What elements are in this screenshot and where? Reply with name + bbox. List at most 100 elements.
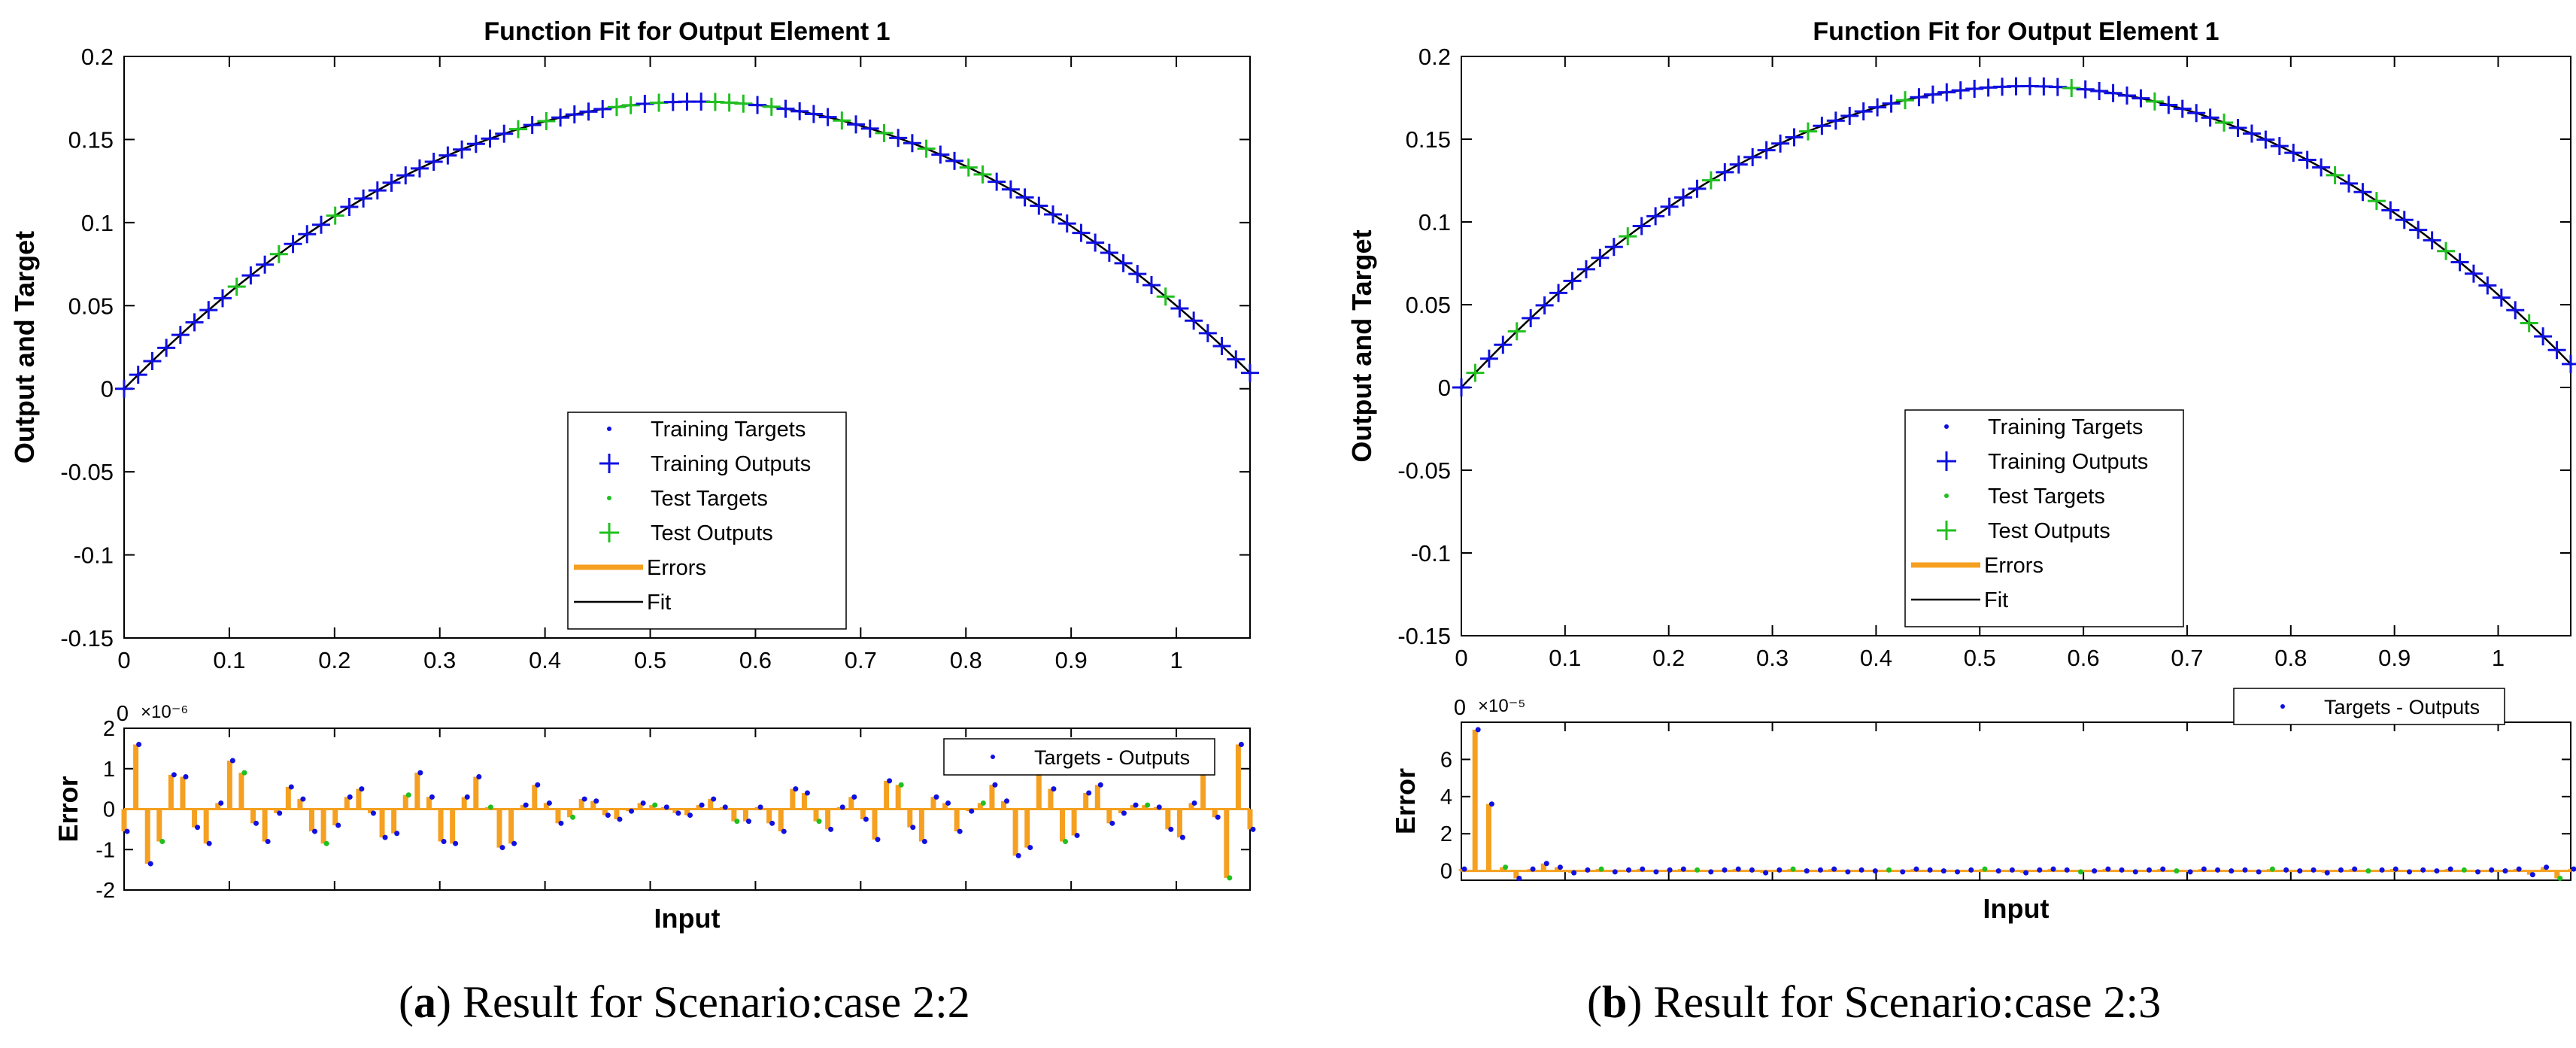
training-target-point	[2416, 228, 2420, 232]
training-target-point	[122, 387, 126, 391]
error-point	[2119, 867, 2125, 873]
error-legend-label: Targets - Outputs	[1034, 746, 1190, 769]
y-tick-label: 0.05	[68, 293, 114, 319]
y-tick-label: 0.2	[1418, 44, 1451, 70]
y-tick-label: 0.2	[81, 44, 114, 70]
legend-box	[1904, 409, 2184, 627]
error-point	[1913, 866, 1919, 872]
training-target-point	[1847, 114, 1852, 118]
x-tick-label: 0.9	[1055, 647, 1088, 673]
training-target-point	[1764, 148, 1769, 153]
error-point	[1475, 727, 1481, 733]
error-point	[581, 796, 587, 802]
error-point	[875, 837, 881, 843]
training-target-point	[1792, 135, 1796, 139]
error-point	[1790, 866, 1796, 872]
training-target-point	[868, 126, 872, 131]
training-target-point	[1875, 105, 1880, 110]
error-point	[370, 810, 376, 816]
test-target-point	[1515, 329, 1519, 333]
error-point	[1238, 742, 1244, 747]
error-point	[887, 778, 893, 784]
training-target-point	[1248, 371, 1252, 375]
caption-text: ) Result for Scenario:case 2:3	[1627, 977, 2161, 1027]
error-point	[1004, 798, 1010, 804]
error-point	[1982, 866, 1988, 872]
error-point	[1995, 868, 2001, 874]
error-point	[1872, 868, 1878, 874]
error-point	[898, 782, 904, 788]
test-target-point	[614, 105, 619, 109]
error-point	[945, 800, 951, 806]
training-target-point	[262, 263, 267, 267]
training-target-point	[206, 308, 211, 312]
error-point	[1804, 868, 1810, 874]
y-tick-label: -0.15	[60, 625, 114, 652]
error-point	[2146, 867, 2152, 873]
error-point	[2475, 869, 2481, 875]
legend-label: Test Outputs	[1988, 519, 2110, 543]
training-target-point	[671, 100, 675, 105]
test-target-point	[966, 166, 971, 170]
error-legend: Targets - Outputs	[2233, 688, 2505, 725]
training-target-point	[2111, 91, 2116, 96]
training-target-point	[2250, 132, 2254, 136]
training-target-point	[2499, 296, 2504, 300]
error-plot: 0 ×10⁻⁶ Error Input 2 1 0 -1 -2 Targets - Outputs	[53, 702, 1256, 934]
training-target-point	[2014, 84, 2018, 89]
legend-label: Training Outputs	[651, 452, 811, 476]
training-target-point	[587, 109, 591, 114]
test-target-point	[2527, 320, 2532, 325]
x-tick-label: 0.1	[1549, 645, 1581, 671]
error-point	[687, 813, 693, 819]
x-tick-label: 0.8	[2274, 645, 2307, 671]
y-axis-label: Output and Target	[1346, 229, 1377, 462]
error-point	[1543, 861, 1549, 867]
error-point	[2037, 867, 2043, 873]
error-point	[1858, 867, 1864, 873]
error-point	[1708, 869, 1714, 875]
x-tick-label: 1	[2492, 645, 2505, 671]
error-point	[1749, 867, 1755, 873]
caption-letter: a	[414, 977, 436, 1027]
error-point	[1735, 866, 1741, 872]
error-point	[359, 786, 365, 792]
training-target-point	[1889, 102, 1894, 106]
error-point	[2311, 867, 2317, 873]
error-y-axis-label: Error	[1390, 768, 1421, 834]
legend: Training Targets Training Outputs Test Tar…	[567, 412, 847, 630]
x-tick-label: 0.1	[213, 647, 245, 673]
training-target-point	[1528, 316, 1533, 320]
training-target-point	[2541, 334, 2545, 339]
test-target-point	[2222, 120, 2226, 125]
training-target-point	[1972, 87, 1977, 91]
error-point	[1831, 866, 1837, 872]
error-point	[2420, 867, 2426, 873]
test-target-point	[839, 118, 844, 123]
training-target-point	[910, 141, 915, 145]
training-target-point	[1051, 212, 1055, 217]
error-plot: 0 ×10⁻⁵ Error Input 6 4 2 0 Targets - Outputs	[1390, 688, 2576, 924]
error-point	[781, 828, 787, 834]
error-point	[2297, 868, 2303, 874]
error-point	[2434, 868, 2440, 874]
error-point	[2571, 866, 2576, 872]
error-y-tick-label: 2	[103, 717, 115, 741]
error-point	[1940, 868, 1946, 874]
training-target-point	[1036, 203, 1041, 208]
training-target-point	[1487, 357, 1491, 361]
training-target-point	[1916, 95, 1921, 99]
error-point	[745, 819, 751, 825]
error-y-tick-label: -2	[96, 879, 115, 903]
error-point	[453, 840, 459, 846]
error-point	[1886, 867, 1892, 873]
training-target-point	[375, 188, 380, 193]
training-target-point	[2180, 107, 2185, 111]
error-point	[1612, 869, 1618, 875]
caption-letter: b	[1602, 977, 1627, 1027]
legend-label: Training Outputs	[1988, 450, 2148, 474]
training-target-point	[1206, 331, 1210, 336]
error-y-tick-label: 6	[1440, 748, 1452, 772]
error-point	[711, 796, 717, 802]
error-point	[171, 772, 177, 778]
